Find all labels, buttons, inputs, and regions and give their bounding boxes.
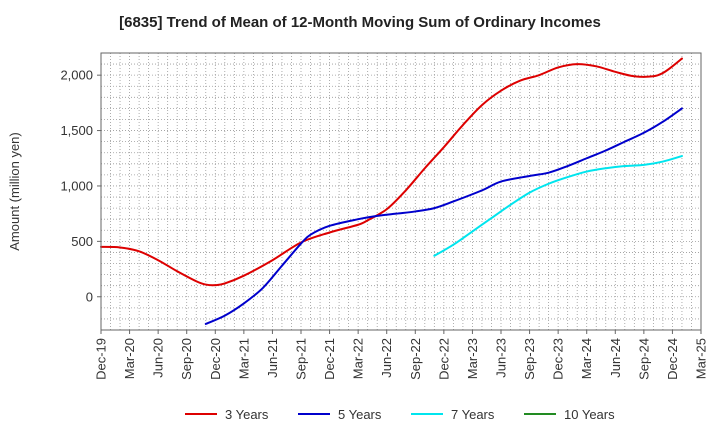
x-tick-label: Dec-24 bbox=[665, 338, 680, 380]
legend-label-10-years: 10 Years bbox=[564, 407, 615, 422]
series-line-3-years bbox=[100, 57, 683, 287]
x-tick-label: Dec-23 bbox=[551, 338, 566, 380]
x-tick-label: Dec-19 bbox=[94, 338, 109, 380]
axis-layer: 0 500 1,000 1,500 2,000 Dec-19 Mar-20 Jun-20 Sep… bbox=[7, 52, 709, 380]
legend-label-5-years: 5 Years bbox=[338, 407, 382, 422]
plot-frame bbox=[100, 52, 702, 331]
legend: 3 Years 5 Years 7 Years 10 Years bbox=[185, 407, 615, 422]
x-tick-label: Mar-21 bbox=[236, 338, 251, 379]
plot-area bbox=[101, 53, 701, 330]
x-tick-label: Sep-22 bbox=[408, 338, 423, 380]
x-tick-label: Sep-21 bbox=[294, 338, 309, 380]
y-tick-label: 2,000 bbox=[60, 68, 93, 83]
x-tick-label: Dec-22 bbox=[436, 338, 451, 380]
series-layer bbox=[100, 57, 683, 325]
legend-label-3-years: 3 Years bbox=[225, 407, 269, 422]
x-tick-label: Dec-20 bbox=[208, 338, 223, 380]
legend-label-7-years: 7 Years bbox=[451, 407, 495, 422]
x-tick-label: Sep-24 bbox=[636, 338, 651, 380]
x-tick-label: Jun-20 bbox=[151, 338, 166, 378]
y-tick-label: 500 bbox=[71, 234, 93, 249]
y-axis-title: Amount (million yen) bbox=[7, 132, 22, 251]
grid-layer bbox=[100, 52, 702, 330]
y-tick-label: 0 bbox=[86, 289, 93, 304]
y-tick-label: 1,000 bbox=[60, 178, 93, 193]
x-tick-label: Jun-21 bbox=[265, 338, 280, 378]
series-line-7-years bbox=[433, 155, 683, 257]
x-tick-label: Jun-23 bbox=[494, 338, 509, 378]
x-tick-label: Sep-23 bbox=[522, 338, 537, 380]
chart-title: [6835] Trend of Mean of 12-Month Moving … bbox=[119, 14, 601, 31]
x-tick-label: Mar-20 bbox=[122, 338, 137, 379]
x-tick-label: Mar-25 bbox=[694, 338, 709, 379]
x-tick-label: Sep-20 bbox=[179, 338, 194, 380]
x-tick-label: Mar-24 bbox=[579, 338, 594, 379]
x-tick-label: Mar-23 bbox=[465, 338, 480, 379]
y-tick-label: 1,500 bbox=[60, 123, 93, 138]
x-tick-label: Mar-22 bbox=[351, 338, 366, 379]
x-tick-label: Jun-24 bbox=[608, 338, 623, 378]
x-tick-label: Jun-22 bbox=[379, 338, 394, 378]
x-tick-label: Dec-21 bbox=[322, 338, 337, 380]
series-line-5-years bbox=[204, 107, 683, 325]
